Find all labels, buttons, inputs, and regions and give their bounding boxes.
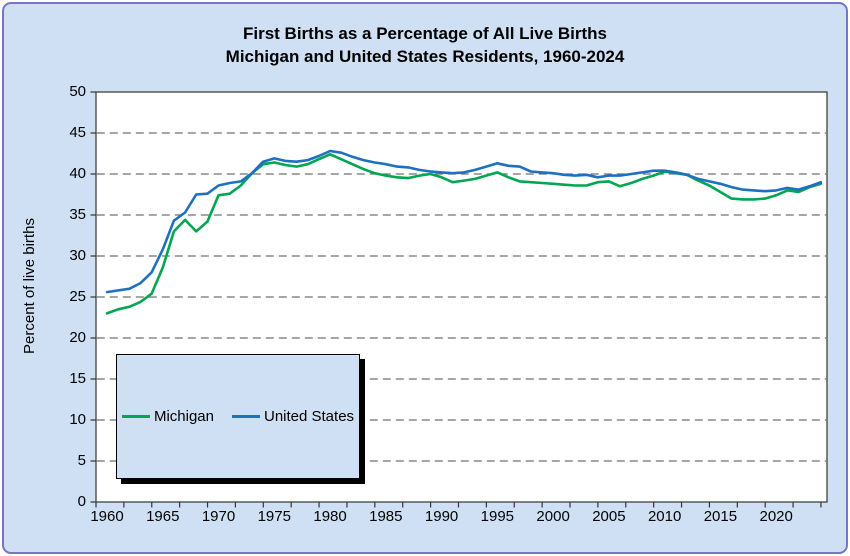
y-tick-label: 35 [69,206,86,223]
chart-title-line1: First Births as a Percentage of All Live… [242,24,608,43]
y-tick-label: 15 [69,370,86,387]
y-tick-label: 30 [69,247,86,264]
united-states-line-swatch [231,415,260,418]
x-tick-label: 1975 [257,508,291,525]
chart-title: First Births as a Percentage of All Live… [4,22,846,68]
y-tick-label: 25 [69,288,86,305]
legend-label-michigan: Michigan [153,408,214,425]
legend-item-united-states: United States [231,408,355,425]
y-tick-label: 0 [77,493,86,510]
x-tick-label: 1980 [313,508,347,525]
y-axis-title: Percent of live births [21,218,38,354]
x-tick-label: 1995 [480,508,515,525]
legend-box: Michigan United States [116,354,360,479]
x-tick-label: 2020 [759,508,793,525]
x-tick-label: 1970 [201,508,236,525]
y-tick-label: 10 [69,411,86,428]
x-tick-label: 1990 [424,508,459,525]
united-states-line [105,149,823,294]
x-tick-label: 2005 [592,508,626,525]
legend-label-united-states: United States [263,408,355,425]
x-tick-label: 2010 [647,508,682,525]
y-tick-label: 45 [69,124,86,141]
chart-title-line2: Michigan and United States Residents, 19… [225,47,625,66]
michigan-line [105,153,823,315]
x-tick-label: 2000 [536,508,570,525]
legend-item-michigan: Michigan [121,408,214,425]
x-tick-label: 1985 [369,508,403,525]
y-tick-label: 50 [69,83,86,100]
y-tick-label: 40 [69,165,86,182]
y-tick-label: 20 [69,329,86,346]
x-tick-label: 1960 [90,508,124,525]
y-tick-label: 5 [77,452,86,469]
x-tick-label: 2015 [703,508,738,525]
x-tick-label: 1965 [146,508,180,525]
michigan-line-swatch [121,415,150,418]
